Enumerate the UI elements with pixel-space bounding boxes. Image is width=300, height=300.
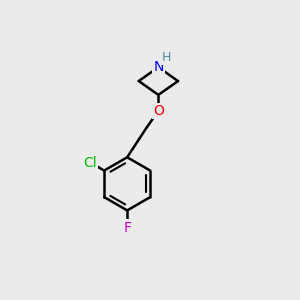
- Text: N: N: [153, 60, 164, 74]
- Text: H: H: [162, 51, 171, 64]
- Text: O: O: [153, 104, 164, 118]
- Text: F: F: [123, 221, 131, 235]
- Text: Cl: Cl: [83, 156, 97, 170]
